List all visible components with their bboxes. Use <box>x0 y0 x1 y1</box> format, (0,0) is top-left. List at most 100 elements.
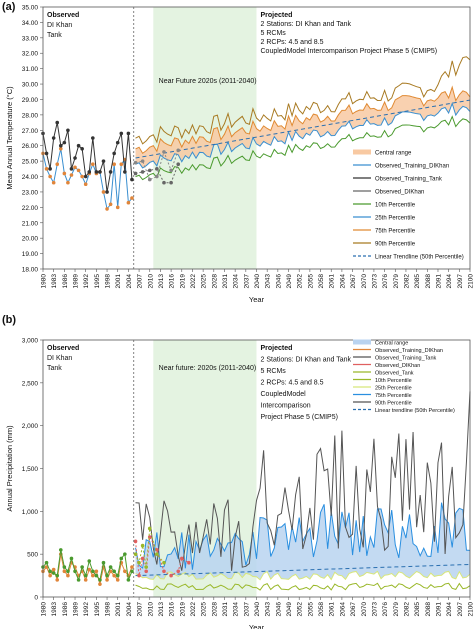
x-tick-label: 1986 <box>62 274 69 289</box>
point-obs_tank_test <box>133 552 138 556</box>
point-obs_tank <box>83 573 88 578</box>
point-obs_dikhan_test <box>140 556 145 561</box>
x-tick-label: 2094 <box>446 274 453 289</box>
point-obs_tank <box>44 560 49 565</box>
x-tick-label: 2043 <box>265 274 272 289</box>
point-obs_tank <box>69 556 74 561</box>
y-tick-label: 30.00 <box>22 82 39 89</box>
x-tick-label: 1989 <box>73 602 80 617</box>
y-tick-label: 23.00 <box>22 189 39 196</box>
x-tick-label: 2097 <box>457 274 464 289</box>
point-obs_dikhan <box>83 182 88 187</box>
point-obs_tank <box>62 565 67 569</box>
point-obs_tank <box>58 143 63 148</box>
projected-note-line: 2 RCPs: 4.5 and 8.5 <box>261 39 324 46</box>
point-obs_dikhan_test <box>133 171 138 176</box>
series-obs_tank <box>42 122 133 193</box>
point-obs_dikhan <box>44 167 49 171</box>
x-tick-label: 2064 <box>339 274 346 289</box>
x-tick-label: 2070 <box>361 602 368 617</box>
x-tick-label: 2085 <box>414 602 421 617</box>
point-obs_dikhan <box>58 146 63 151</box>
observed-note-line: Observed <box>47 345 79 352</box>
x-tick-label: 2046 <box>275 602 282 617</box>
point-obs_tank <box>112 151 116 156</box>
y-tick-label: 2,500 <box>22 380 39 387</box>
projected-note-line: 5 RCMs <box>261 368 287 375</box>
point-obs_tank <box>108 565 113 569</box>
point-obs_tank <box>66 569 70 574</box>
x-tick-label: 2031 <box>222 274 229 289</box>
point-obs_dikhan_test <box>169 573 173 578</box>
y-tick-label: 500 <box>27 552 38 559</box>
x-tick-label: 2022 <box>190 274 197 289</box>
y-tick-label: 32.00 <box>22 51 39 58</box>
point-obs_tank <box>94 170 99 174</box>
y-tick-label: 24.00 <box>22 174 39 181</box>
point-obs_dikhan <box>115 205 120 210</box>
x-tick-label: 2061 <box>329 274 336 289</box>
projected-note-line: Project Phase 5 (CMIP5) <box>261 414 338 421</box>
point-obs_dikhan <box>91 573 95 578</box>
x-tick-label: 2058 <box>318 274 325 289</box>
x-tick-label: 2004 <box>126 274 133 289</box>
x-tick-label: 1992 <box>83 274 90 289</box>
point-obs_dikhan <box>51 567 56 572</box>
observed-note-line: DI Khan <box>47 22 72 29</box>
x-tick-label: 2079 <box>393 602 400 617</box>
x-tick-label: 2097 <box>457 602 464 617</box>
x-tick-label: 2019 <box>179 602 186 617</box>
point-obs_tank <box>130 569 134 574</box>
y-tick-label: 1,000 <box>22 509 39 516</box>
x-tick-label: 2043 <box>265 602 272 617</box>
x-tick-label: 1980 <box>41 602 48 617</box>
legend-label: 90th Percentile <box>375 401 412 407</box>
projected-note-line: 2 RCPs: 4.5 and 8.5 <box>261 380 324 387</box>
y-tick-label: 2,000 <box>22 423 39 430</box>
observed-note-line: Tank <box>47 32 62 39</box>
x-tick-label: 2088 <box>425 274 432 289</box>
near-future-label: Near future: 2020s (2011-2040) <box>159 365 257 372</box>
point-obs_tank <box>55 573 60 578</box>
point-obs_dikhan <box>51 180 56 185</box>
point-obs_tank_test <box>155 552 159 556</box>
point-obs_dikhan_test <box>137 573 141 578</box>
x-tick-label: 2028 <box>211 274 218 289</box>
percentile-25-line <box>135 101 471 169</box>
observed-note-line: DI Khan <box>47 355 72 362</box>
y-tick-label: 25.00 <box>22 159 39 166</box>
percentile-10-line <box>135 115 471 181</box>
y-tick-label: 0 <box>34 595 38 602</box>
point-obs_tank <box>76 578 81 582</box>
point-obs_tank <box>101 159 106 163</box>
x-tick-label: 2040 <box>254 602 261 617</box>
x-tick-label: 1995 <box>94 274 101 289</box>
projected-note-line: CoupledModel <box>261 391 307 398</box>
y-tick-label: 29.00 <box>22 97 39 104</box>
point-obs_tank_test <box>140 543 145 548</box>
point-obs_dikhan <box>115 578 120 582</box>
y-tick-label: 35.00 <box>22 5 39 12</box>
point-obs_dikhan <box>62 569 67 574</box>
y-tick-label: 34.00 <box>22 20 39 27</box>
legend-label: Linear Trendline (50th Percentile) <box>375 255 464 261</box>
x-tick-label: 2037 <box>243 602 250 617</box>
point-obs_tank_test <box>176 148 181 153</box>
x-tick-label: 2061 <box>329 602 336 617</box>
point-obs_dikhan_test <box>179 556 184 561</box>
point-obs_tank_test <box>162 560 166 565</box>
y-tick-label: 1,500 <box>22 466 39 473</box>
legend-label: 25th Percentile <box>375 386 412 392</box>
point-obs_dikhan <box>119 162 124 166</box>
legend-label: 75th Percentile <box>375 229 416 235</box>
point-obs_dikhan <box>94 569 99 574</box>
x-tick-label: 2034 <box>233 602 240 617</box>
x-tick-label: 2082 <box>403 274 410 289</box>
legend-swatch <box>353 149 371 155</box>
point-obs_dikhan <box>130 196 134 200</box>
observed-note-line: Observed <box>47 12 79 19</box>
point-obs_tank_test <box>155 174 159 179</box>
point-obs_dikhan <box>108 202 113 207</box>
point-obs_dikhan <box>112 573 116 578</box>
x-tick-label: 2073 <box>371 274 378 289</box>
